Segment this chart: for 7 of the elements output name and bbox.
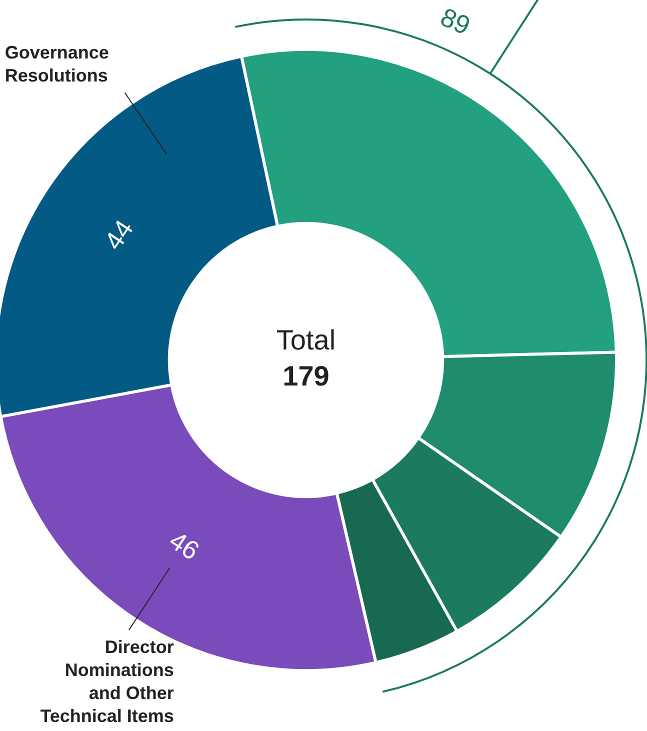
data-label: 46 (164, 524, 205, 566)
text: 89 (436, 2, 475, 41)
text: 179 (282, 360, 330, 392)
text: Total (276, 324, 336, 356)
data-label: 44 (98, 214, 140, 256)
slice-label: Governance Resolutions (4, 42, 109, 86)
slice-label: Director Nominations and Other Technical Items (40, 637, 174, 726)
